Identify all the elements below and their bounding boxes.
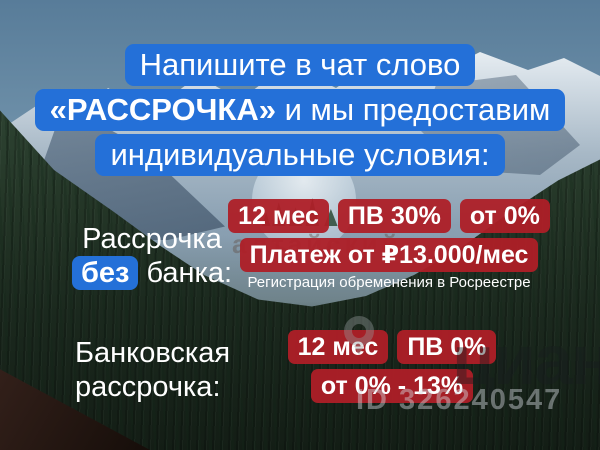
bank-badge-row-2: от 0% - 13%: [310, 369, 474, 403]
downpayment-badge: ПВ 0%: [397, 330, 497, 364]
map-pin-icon: [344, 316, 374, 355]
header-line-1: Напишите в чат слово: [124, 44, 476, 86]
bank-label-line2: рассрочка:: [75, 371, 221, 403]
bank-badge-row-1: 12 мес ПВ 0%: [287, 330, 497, 364]
term-badge: 12 мес: [287, 330, 389, 364]
bank-label: Банковская рассрочка:: [75, 336, 230, 404]
rate-badge: от 0%: [459, 199, 550, 233]
listing-id-watermark: ID 326240547: [356, 384, 563, 416]
no-bank-badge-row-2: Платеж от ₽13.000/мес: [239, 238, 539, 272]
term-badge: 12 мес: [228, 199, 329, 233]
no-bank-label-line2: банка:: [138, 257, 233, 289]
rate-range-badge: от 0% - 13%: [310, 369, 474, 403]
no-bank-badges: 12 мес ПВ 30% от 0% Платеж от ₽13.000/ме…: [228, 199, 550, 272]
brand-watermark: циан: [452, 321, 600, 399]
bank-badges: 12 мес ПВ 0% от 0% - 13%: [287, 330, 497, 403]
no-bank-caption: Регистрация обременения в Росреестре: [247, 274, 531, 291]
no-bank-badge-row-1: 12 мес ПВ 30% от 0%: [228, 199, 550, 233]
downpayment-badge: ПВ 30%: [337, 199, 451, 233]
header: Напишите в чат слово «РАССРОЧКА» и мы пр…: [0, 44, 600, 176]
header-line-2-rest: и мы предоставим: [275, 92, 551, 127]
payment-badge: Платеж от ₽13.000/мес: [239, 238, 539, 272]
no-bank-label: Рассрочка без банка:: [52, 222, 252, 290]
bank-label-line1: Банковская: [75, 337, 231, 369]
header-line-3: индивидуальные условия:: [95, 134, 505, 176]
header-keyword: «РАССРОЧКА»: [49, 92, 276, 127]
no-bank-highlight-chip: без: [71, 256, 139, 290]
no-bank-label-line1: Рассрочка: [82, 223, 222, 255]
header-line-2: «РАССРОЧКА» и мы предоставим: [34, 89, 566, 131]
